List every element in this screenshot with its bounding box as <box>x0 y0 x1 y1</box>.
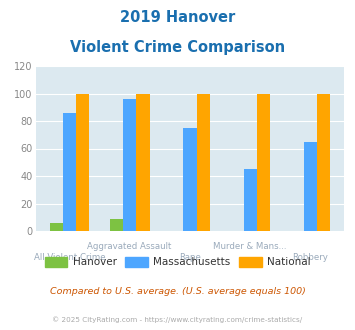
Bar <box>304 142 317 231</box>
Bar <box>76 93 89 231</box>
Text: Murder & Mans...: Murder & Mans... <box>213 242 287 251</box>
Bar <box>197 93 210 231</box>
Text: Compared to U.S. average. (U.S. average equals 100): Compared to U.S. average. (U.S. average … <box>50 287 305 296</box>
Bar <box>244 169 257 231</box>
Bar <box>317 93 330 231</box>
Text: Robbery: Robbery <box>293 253 328 262</box>
Bar <box>63 113 76 231</box>
Text: All Violent Crime: All Violent Crime <box>34 253 105 262</box>
Bar <box>123 99 136 231</box>
Text: Aggravated Assault: Aggravated Assault <box>87 242 172 251</box>
Bar <box>183 128 197 231</box>
Bar <box>110 218 123 231</box>
Text: Violent Crime Comparison: Violent Crime Comparison <box>70 40 285 54</box>
Bar <box>50 223 63 231</box>
Text: Rape: Rape <box>179 253 201 262</box>
Text: 2019 Hanover: 2019 Hanover <box>120 10 235 25</box>
Text: © 2025 CityRating.com - https://www.cityrating.com/crime-statistics/: © 2025 CityRating.com - https://www.city… <box>53 317 302 323</box>
Bar <box>136 93 149 231</box>
Legend: Hanover, Massachusetts, National: Hanover, Massachusetts, National <box>40 253 315 272</box>
Bar <box>257 93 270 231</box>
